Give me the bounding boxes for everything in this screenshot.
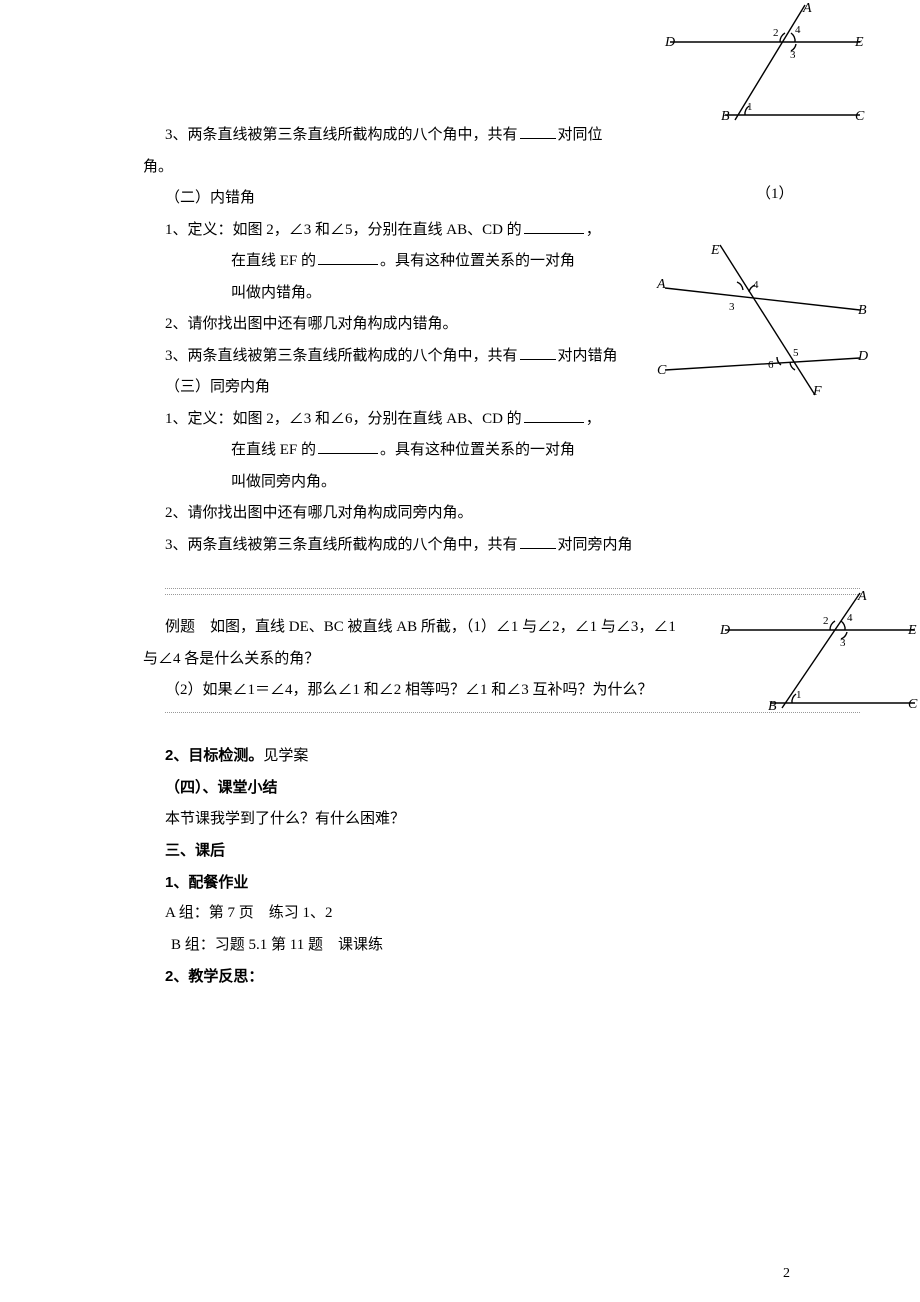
page-number: 2 bbox=[783, 1266, 790, 1282]
text: 2、请你找出图中还有哪几对角构成同旁内角。 bbox=[165, 505, 473, 521]
blank bbox=[520, 534, 556, 549]
text-line: （2）如果∠1＝∠4，那么∠1 和∠2 相等吗？∠1 和∠3 互补吗？为什么？ bbox=[165, 675, 860, 707]
text: ， bbox=[586, 222, 601, 238]
text: 叫做内错角。 bbox=[231, 285, 321, 301]
section-title: （二）内错角 bbox=[165, 183, 860, 215]
fig3-label-e: E bbox=[907, 623, 917, 638]
text: 叫做同旁内角。 bbox=[231, 474, 336, 490]
fig1-angle-3: 3 bbox=[790, 49, 796, 61]
text: 角。 bbox=[143, 159, 173, 175]
text: 与∠4 各是什么关系的角？ bbox=[143, 651, 319, 667]
section-title: 三、课后 bbox=[165, 835, 860, 867]
text-line: 与∠4 各是什么关系的角？ bbox=[143, 644, 860, 676]
text: ， bbox=[586, 411, 601, 427]
text-line: 2、请你找出图中还有哪几对角构成内错角。 bbox=[165, 309, 860, 341]
text: 三、课后 bbox=[165, 842, 225, 859]
document-body: 3、两条直线被第三条直线所截构成的八个角中，共有 对同位 角。 （二）内错角 1、… bbox=[0, 10, 920, 993]
text: A 组：第 7 页 练习 1、2 bbox=[165, 905, 333, 921]
fig1-angle-2: 2 bbox=[773, 27, 779, 39]
text: 在直线 EF 的 bbox=[231, 442, 316, 458]
fig3-label-c: C bbox=[908, 697, 918, 712]
figure-1: A D E B C 2 4 3 1 bbox=[655, 0, 875, 130]
text-line: 2、目标检测。见学案 bbox=[165, 740, 860, 773]
text: 3、两条直线被第三条直线所截构成的八个角中，共有 bbox=[165, 537, 518, 553]
text-line: 3、两条直线被第三条直线所截构成的八个角中，共有 对同位 bbox=[165, 120, 860, 152]
text-line: 本节课我学到了什么？有什么困难？ bbox=[165, 804, 860, 836]
text: 见学案 bbox=[263, 748, 308, 764]
text-line: 叫做内错角。 bbox=[165, 278, 860, 310]
blank bbox=[524, 408, 584, 423]
text: 2、请你找出图中还有哪几对角构成内错角。 bbox=[165, 316, 458, 332]
text: 对同旁内角 bbox=[558, 537, 633, 553]
fig1-label-e: E bbox=[854, 35, 864, 50]
text: 对同位 bbox=[558, 127, 603, 143]
text: 3、两条直线被第三条直线所截构成的八个角中，共有 bbox=[165, 127, 518, 143]
text-line: 2、教学反思： bbox=[165, 961, 860, 993]
text-line: A 组：第 7 页 练习 1、2 bbox=[165, 898, 860, 930]
text-line: 在直线 EF 的 。具有这种位置关系的一对角 bbox=[165, 435, 860, 467]
section-title: （四）、课堂小结 bbox=[165, 772, 860, 804]
text: 。具有这种位置关系的一对角 bbox=[380, 253, 575, 269]
fig1-angle-4: 4 bbox=[795, 24, 801, 36]
text-line: 2、请你找出图中还有哪几对角构成同旁内角。 bbox=[165, 498, 860, 530]
blank bbox=[524, 219, 584, 234]
text-line: 例题 如图，直线 DE、BC 被直线 AB 所截，（1）∠1 与∠2，∠1 与∠… bbox=[165, 612, 860, 644]
text-line: 叫做同旁内角。 bbox=[165, 467, 860, 499]
text-line: 1、配餐作业 bbox=[165, 867, 860, 899]
text: 3、两条直线被第三条直线所截构成的八个角中，共有 bbox=[165, 348, 518, 364]
blank bbox=[318, 439, 378, 454]
text-line: 角。 bbox=[143, 152, 860, 184]
blank bbox=[520, 345, 556, 360]
text: 1、定义：如图 2，∠3 和∠6，分别在直线 AB、CD 的 bbox=[165, 411, 522, 427]
blank bbox=[520, 124, 556, 139]
text-line: 1、定义：如图 2，∠3 和∠5，分别在直线 AB、CD 的 ， bbox=[165, 215, 860, 247]
text: 2、教学反思： bbox=[165, 968, 263, 985]
text: 2、目标检测。 bbox=[165, 747, 263, 764]
text-line: 1、定义：如图 2，∠3 和∠6，分别在直线 AB、CD 的 ， bbox=[165, 404, 860, 436]
text: （二）内错角 bbox=[165, 190, 255, 206]
blank bbox=[318, 250, 378, 265]
text: （三）同旁内角 bbox=[165, 379, 270, 395]
fig1-label-a: A bbox=[802, 1, 812, 16]
text-line: B 组：习题 5.1 第 11 题 课课练 bbox=[165, 930, 860, 962]
text: 对内错角 bbox=[558, 348, 618, 364]
section-title: （三）同旁内角 bbox=[165, 372, 860, 404]
text: 例题 如图，直线 DE、BC 被直线 AB 所截，（1）∠1 与∠2，∠1 与∠… bbox=[165, 619, 676, 635]
text: 本节课我学到了什么？有什么困难？ bbox=[165, 811, 405, 827]
text: （2）如果∠1＝∠4，那么∠1 和∠2 相等吗？∠1 和∠3 互补吗？为什么？ bbox=[165, 682, 653, 698]
text: B 组：习题 5.1 第 11 题 课课练 bbox=[171, 937, 383, 953]
fig3-label-a: A bbox=[857, 589, 867, 604]
text-line: 3、两条直线被第三条直线所截构成的八个角中，共有 对同旁内角 bbox=[165, 530, 860, 562]
text: 1、配餐作业 bbox=[165, 874, 248, 891]
fig1-angle-1: 1 bbox=[747, 101, 753, 113]
text: 1、定义：如图 2，∠3 和∠5，分别在直线 AB、CD 的 bbox=[165, 222, 522, 238]
text: 在直线 EF 的 bbox=[231, 253, 316, 269]
fig1-label-d: D bbox=[664, 35, 675, 50]
text-line: 在直线 EF 的 。具有这种位置关系的一对角 bbox=[165, 246, 860, 278]
text: 。具有这种位置关系的一对角 bbox=[380, 442, 575, 458]
text-line: 3、两条直线被第三条直线所截构成的八个角中，共有 对内错角 bbox=[165, 341, 860, 373]
text: （四）、课堂小结 bbox=[165, 779, 278, 796]
